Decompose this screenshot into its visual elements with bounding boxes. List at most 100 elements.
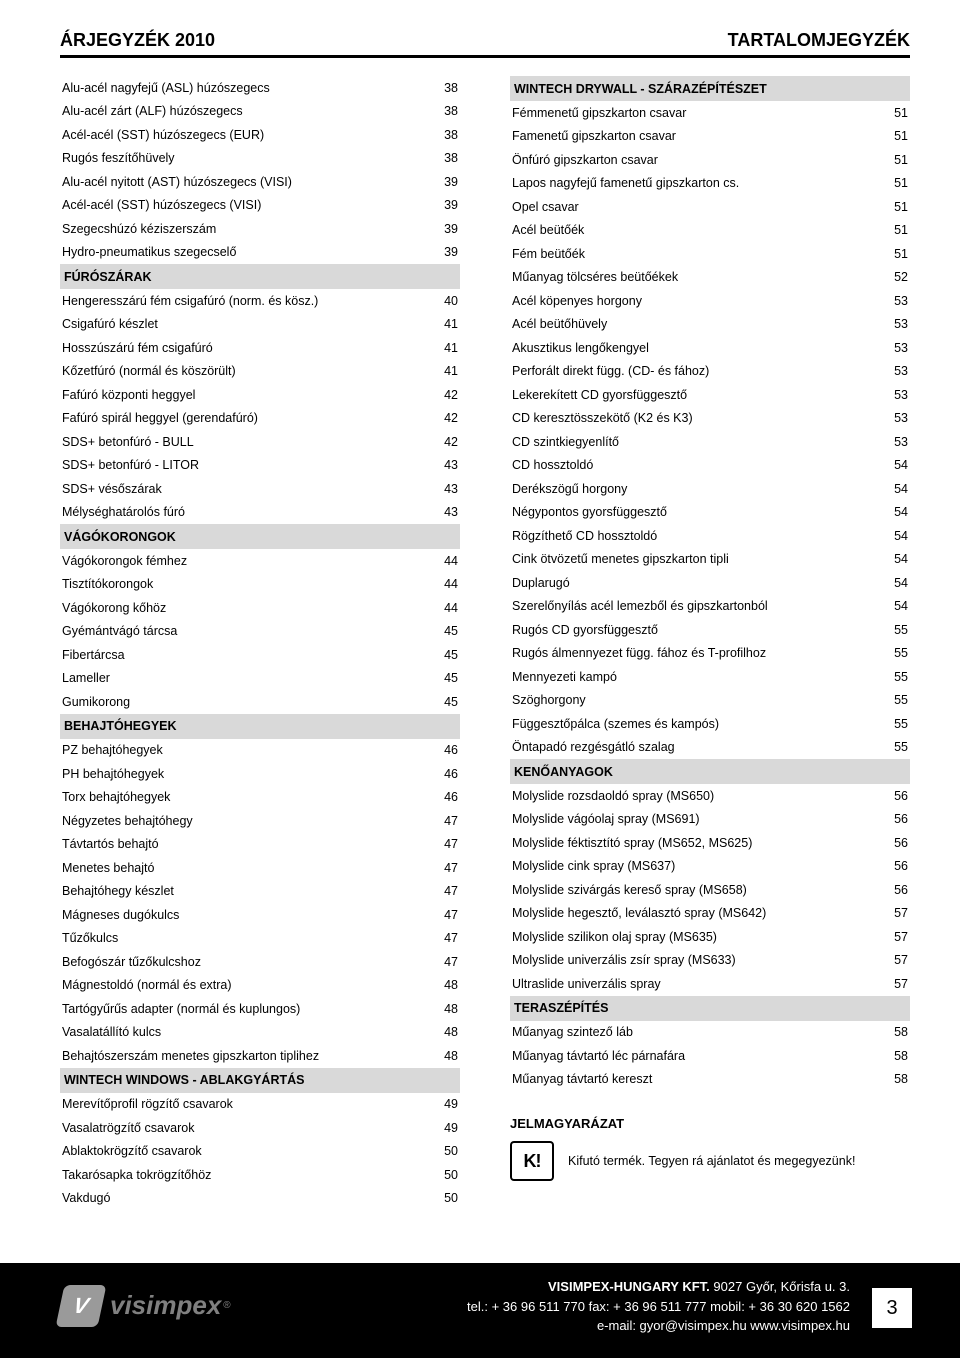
toc-row: Molyslide vágóolaj spray (MS691)56 — [510, 808, 910, 832]
page: ÁRJEGYZÉK 2010 TARTALOMJEGYZÉK Alu-acél … — [0, 0, 960, 1358]
header: ÁRJEGYZÉK 2010 TARTALOMJEGYZÉK — [60, 30, 910, 58]
toc-section-header: WINTECH WINDOWS - ABLAKGYÁRTÁS — [60, 1068, 460, 1093]
toc-item-page: 42 — [428, 412, 458, 425]
toc-item-page: 38 — [428, 152, 458, 165]
toc-row: SDS+ vésőszárak43 — [60, 477, 460, 501]
toc-item-page: 38 — [428, 82, 458, 95]
toc-item-label: Tartógyűrűs adapter (normál és kuplungos… — [62, 1003, 428, 1016]
toc-item-page: 53 — [878, 318, 908, 331]
toc-item-page: 54 — [878, 506, 908, 519]
toc-item-page: 49 — [428, 1098, 458, 1111]
toc-row: Molyslide féktisztító spray (MS652, MS62… — [510, 831, 910, 855]
toc-item-label: Vasalatállító kulcs — [62, 1026, 428, 1039]
toc-item-label: Négyzetes behajtóhegy — [62, 815, 428, 828]
toc-item-label: SDS+ betonfúró - BULL — [62, 436, 428, 449]
toc-item-page: 51 — [878, 107, 908, 120]
toc-item-page: 57 — [878, 978, 908, 991]
toc-row: Alu-acél nyitott (AST) húzószegecs (VISI… — [60, 170, 460, 194]
discontinued-icon: K! — [510, 1141, 554, 1181]
toc-row: Fafúró spirál heggyel (gerendafúró)42 — [60, 407, 460, 431]
toc-item-page: 47 — [428, 885, 458, 898]
toc-item-label: Önfúró gipszkarton csavar — [512, 154, 878, 167]
toc-item-page: 58 — [878, 1026, 908, 1039]
toc-row: Vakdugó50 — [60, 1187, 460, 1211]
toc-item-page: 39 — [428, 176, 458, 189]
toc-row: Lekerekített CD gyorsfüggesztő53 — [510, 383, 910, 407]
toc-item-label: Mennyezeti kampó — [512, 671, 878, 684]
toc-section-header: FÚRÓSZÁRAK — [60, 264, 460, 289]
toc-item-label: Fém beütőék — [512, 248, 878, 261]
toc-item-page: 53 — [878, 389, 908, 402]
toc-row: Szegecshúzó kéziszerszám39 — [60, 217, 460, 241]
toc-item-page: 54 — [878, 577, 908, 590]
toc-row: Lapos nagyfejű famenetű gipszkarton cs.5… — [510, 172, 910, 196]
toc-row: Molyslide cink spray (MS637)56 — [510, 855, 910, 879]
toc-item-page: 48 — [428, 1050, 458, 1063]
toc-row: Molyslide szilikon olaj spray (MS635)57 — [510, 925, 910, 949]
toc-item-label: Perforált direkt függ. (CD- és fához) — [512, 365, 878, 378]
toc-item-page: 44 — [428, 555, 458, 568]
content-columns: Alu-acél nagyfejű (ASL) húzószegecs38Alu… — [60, 76, 910, 1210]
toc-item-label: Műanyag távtartó léc párnafára — [512, 1050, 878, 1063]
toc-item-label: Szerelőnyílás acél lemezből és gipszkart… — [512, 600, 878, 613]
toc-row: Acél köpenyes horgony53 — [510, 289, 910, 313]
toc-row: Acél-acél (SST) húzószegecs (VISI)39 — [60, 194, 460, 218]
toc-item-label: Gyémántvágó tárcsa — [62, 625, 428, 638]
toc-item-page: 50 — [428, 1145, 458, 1158]
toc-item-page: 56 — [878, 884, 908, 897]
toc-item-label: Acél beütőék — [512, 224, 878, 237]
toc-row: Vasalatállító kulcs48 — [60, 1021, 460, 1045]
logo-text: visimpex — [110, 1290, 221, 1321]
toc-item-page: 39 — [428, 223, 458, 236]
toc-row: Torx behajtóhegyek46 — [60, 786, 460, 810]
toc-item-page: 41 — [428, 342, 458, 355]
toc-item-page: 46 — [428, 768, 458, 781]
toc-item-label: Hengeresszárú fém csigafúró (norm. és kö… — [62, 295, 428, 308]
toc-row: Behajtóhegy készlet47 — [60, 880, 460, 904]
toc-row: Rugós álmennyezet függ. fához és T-profi… — [510, 642, 910, 666]
toc-item-label: Lekerekített CD gyorsfüggesztő — [512, 389, 878, 402]
toc-row: Önfúró gipszkarton csavar51 — [510, 148, 910, 172]
toc-item-label: Merevítőprofil rögzítő csavarok — [62, 1098, 428, 1111]
toc-row: Rugós feszítőhüvely38 — [60, 147, 460, 171]
toc-item-label: Tűzőkulcs — [62, 932, 428, 945]
toc-item-label: Molyslide féktisztító spray (MS652, MS62… — [512, 837, 878, 850]
toc-item-label: Duplarugó — [512, 577, 878, 590]
toc-column-left: Alu-acél nagyfejű (ASL) húzószegecs38Alu… — [60, 76, 460, 1210]
toc-item-page: 39 — [428, 246, 458, 259]
toc-item-label: Kőzetfúró (normál és köszörült) — [62, 365, 428, 378]
toc-row: Mélységhatárolós fúró43 — [60, 501, 460, 525]
toc-item-page: 55 — [878, 647, 908, 660]
toc-item-label: Acél beütőhüvely — [512, 318, 878, 331]
toc-item-label: SDS+ vésőszárak — [62, 483, 428, 496]
toc-row: Rugós CD gyorsfüggesztő55 — [510, 618, 910, 642]
toc-item-page: 47 — [428, 909, 458, 922]
toc-item-label: Torx behajtóhegyek — [62, 791, 428, 804]
toc-row: Tisztítókorongok44 — [60, 573, 460, 597]
toc-item-page: 51 — [878, 248, 908, 261]
toc-row: Acél-acél (SST) húzószegecs (EUR)38 — [60, 123, 460, 147]
toc-item-label: Gumikorong — [62, 696, 428, 709]
toc-row: Molyslide rozsdaoldó spray (MS650)56 — [510, 784, 910, 808]
toc-row: Távtartós behajtó47 — [60, 833, 460, 857]
toc-item-label: Hosszúszárú fém csigafúró — [62, 342, 428, 355]
toc-row: Merevítőprofil rögzítő csavarok49 — [60, 1093, 460, 1117]
toc-row: PZ behajtóhegyek46 — [60, 739, 460, 763]
toc-section-header: KENŐANYAGOK — [510, 759, 910, 784]
toc-item-label: Derékszögű horgony — [512, 483, 878, 496]
toc-item-label: Rögzíthető CD hossztoldó — [512, 530, 878, 543]
toc-row: Műanyag távtartó léc párnafára58 — [510, 1044, 910, 1068]
toc-item-label: Befogószár tűzőkulcshoz — [62, 956, 428, 969]
toc-row: Fibertárcsa45 — [60, 643, 460, 667]
toc-row: CD keresztösszekötő (K2 és K3)53 — [510, 407, 910, 431]
toc-item-label: Mágnestoldó (normál és extra) — [62, 979, 428, 992]
toc-item-page: 54 — [878, 530, 908, 543]
toc-row: Vasalatrögzítő csavarok49 — [60, 1116, 460, 1140]
toc-item-page: 55 — [878, 694, 908, 707]
toc-item-label: Molyslide szivárgás kereső spray (MS658) — [512, 884, 878, 897]
toc-row: SDS+ betonfúró - LITOR43 — [60, 454, 460, 478]
toc-item-page: 54 — [878, 600, 908, 613]
toc-item-page: 44 — [428, 602, 458, 615]
toc-section-header: VÁGÓKORONGOK — [60, 524, 460, 549]
toc-item-page: 53 — [878, 295, 908, 308]
